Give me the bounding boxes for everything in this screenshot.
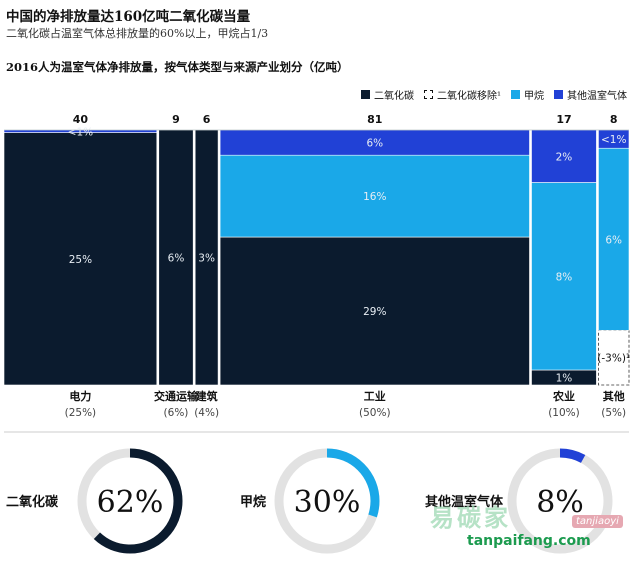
bar-segment-3-co2 <box>219 236 530 386</box>
bar-segment-3-other <box>219 129 530 156</box>
segment-label-0-co2: 25% <box>69 254 92 266</box>
legend-label-other: 其他温室气体 <box>567 91 627 102</box>
legend-swatch-co2 <box>360 90 370 99</box>
column-total-0: 40 <box>73 113 89 126</box>
bar-segment-3-methane <box>219 154 530 238</box>
segment-label-1-co2: 6% <box>168 253 185 265</box>
column-total-2: 6 <box>203 113 211 126</box>
legend-item-other: 其他温室气体 <box>554 87 627 102</box>
column-total-5: 8 <box>610 113 618 126</box>
category-name-3: 工业 <box>364 389 386 403</box>
legend-swatch-removal <box>423 90 433 99</box>
category-name-4: 农业 <box>552 389 575 403</box>
donut-label-2: 其他温室气体 <box>425 494 504 510</box>
chart-legend: 二氧化碳 二氧化碳移除¹ 甲烷 其他温室气体 <box>360 87 627 102</box>
bar-segment-1-co2 <box>158 129 194 386</box>
legend-item-removal: 二氧化碳移除¹ <box>423 87 501 102</box>
page-subtitle: 二氧化碳占温室气体总排放量的60%以上，甲烷占1/3 <box>6 27 269 40</box>
category-name-1: 交通运输 <box>154 389 199 403</box>
category-share-3: (50%) <box>359 407 391 419</box>
segment-label-4-co2: 1% <box>556 373 573 385</box>
watermark-text: 易碳家 <box>430 504 511 532</box>
legend-item-methane: 甲烷 <box>511 87 544 102</box>
category-name-0: 电力 <box>69 389 91 403</box>
donut-arc-1 <box>274 448 380 554</box>
column-total-4: 17 <box>556 113 571 126</box>
segment-label-5-methane: 6% <box>605 234 622 246</box>
category-name-2: 建筑 <box>196 389 218 403</box>
donut-value-0: 62% <box>97 485 164 520</box>
bar-segment-0-co2 <box>3 132 158 386</box>
segment-label-5-removal: (-3%)¹ <box>597 353 630 365</box>
page-title: 中国的净排放量达160亿吨二氧化碳当量 <box>6 9 251 25</box>
donut-row: 62% 二氧化碳 30% 甲烷 8% 其他温室气体 <box>4 431 629 554</box>
donut-label-1: 甲烷 <box>240 494 266 510</box>
category-share-4: (10%) <box>548 407 580 419</box>
legend-item-co2: 二氧化碳 <box>360 87 414 102</box>
donut-value-2: 8% <box>536 485 584 520</box>
watermark-url: tanpaifang.com <box>467 533 591 549</box>
legend-label-methane: 甲烷 <box>524 91 544 102</box>
segment-label-5-other: <1% <box>601 134 626 146</box>
watermark-badge: tanjiaoyi <box>572 515 623 528</box>
legend-label-co2: 二氧化碳 <box>373 91 414 102</box>
segment-label-2-co2: 3% <box>198 253 215 265</box>
legend-label-removal: 二氧化碳移除¹ <box>436 91 501 102</box>
donut-value-1: 30% <box>294 485 361 520</box>
mekko-chart: 25%<1%40电力(25%)6%9交通运输(6%)3%6建筑(4%)29%16… <box>3 113 630 419</box>
bar-segment-4-other <box>531 129 597 183</box>
donut-arc-0 <box>77 448 183 554</box>
segment-label-3-methane: 16% <box>363 191 386 203</box>
bar-segment-5-methane <box>598 147 630 331</box>
column-total-3: 81 <box>367 113 382 126</box>
segment-label-3-co2: 29% <box>363 306 386 318</box>
category-share-5: (5%) <box>601 407 626 419</box>
column-total-1: 9 <box>172 113 180 126</box>
segment-label-0-other: <1% <box>68 126 93 138</box>
segment-label-3-other: 6% <box>366 138 383 150</box>
category-share-1: (6%) <box>164 407 189 419</box>
category-share-0: (25%) <box>65 407 97 419</box>
segment-label-4-other: 2% <box>556 151 573 163</box>
category-name-5: 其他 <box>603 389 625 403</box>
legend-swatch-other <box>554 90 563 99</box>
bar-segment-4-methane <box>531 182 597 371</box>
chart-title: 2016人为温室气体净排放量，按气体类型与来源产业划分（亿吨） <box>6 60 349 74</box>
legend-swatch-methane <box>511 90 520 99</box>
bar-segment-5-removal <box>598 329 630 386</box>
category-share-2: (4%) <box>194 407 219 419</box>
donut-label-0: 二氧化碳 <box>6 494 59 510</box>
segment-label-4-methane: 8% <box>556 271 573 283</box>
donut-arc-2 <box>507 448 613 554</box>
